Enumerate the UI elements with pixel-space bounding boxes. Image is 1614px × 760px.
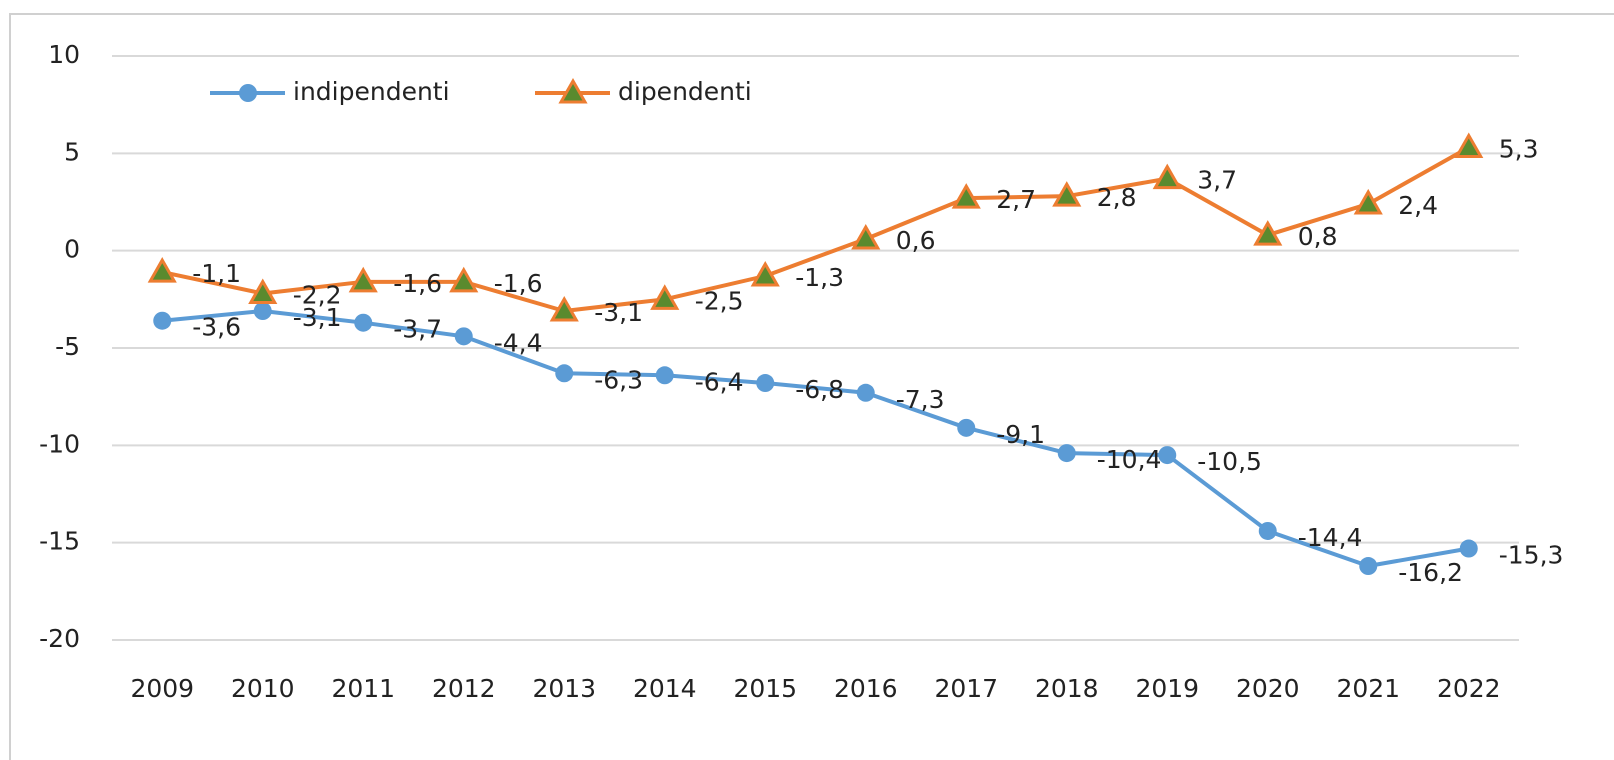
- data-point: [1353, 188, 1383, 215]
- data-point: [655, 366, 674, 385]
- data-point: [650, 284, 680, 310]
- data-label: -3,7: [393, 315, 442, 344]
- data-point: [449, 266, 479, 293]
- x-tick-label: 2014: [633, 674, 697, 703]
- data-label: -9,1: [996, 420, 1045, 449]
- data-point: [253, 302, 272, 321]
- data-label: -1,1: [192, 259, 241, 288]
- series-line: [161, 145, 1470, 314]
- data-point: [1454, 132, 1484, 158]
- data-point: [957, 418, 976, 437]
- y-tick-label: -15: [39, 527, 80, 556]
- data-label: -2,5: [695, 286, 744, 315]
- data-label: -6,3: [594, 365, 643, 394]
- x-tick-label: 2016: [834, 674, 898, 703]
- data-point: [750, 260, 780, 287]
- data-label: -15,3: [1499, 541, 1564, 570]
- data-point: [1258, 521, 1277, 540]
- data-point: [1057, 444, 1076, 463]
- y-tick-label: 5: [64, 137, 80, 166]
- x-tick-label: 2018: [1035, 674, 1099, 703]
- x-tick-label: 2017: [934, 674, 998, 703]
- data-label: -14,4: [1298, 523, 1363, 552]
- data-label: 2,8: [1097, 183, 1137, 212]
- data-point: [951, 183, 981, 209]
- x-tick-label: 2020: [1236, 674, 1300, 703]
- data-point: [1152, 163, 1182, 190]
- legend-label: dipendenti: [618, 77, 752, 106]
- data-point: [856, 383, 875, 402]
- data-point: [147, 257, 177, 283]
- data-point: [1253, 220, 1283, 246]
- data-label: 2,4: [1398, 191, 1438, 220]
- series-line: [162, 309, 1470, 569]
- x-tick-label: 2013: [532, 674, 596, 703]
- legend-marker: [239, 84, 257, 102]
- x-tick-label: 2015: [733, 674, 797, 703]
- data-label: -7,3: [896, 385, 945, 414]
- x-tick-label: 2011: [331, 674, 395, 703]
- data-label: 0,6: [896, 226, 936, 255]
- x-tick-label: 2019: [1135, 674, 1199, 703]
- y-tick-label: 10: [48, 40, 80, 69]
- data-label: 5,3: [1499, 134, 1539, 163]
- data-label: -4,4: [494, 328, 543, 357]
- data-label: -10,5: [1197, 447, 1262, 476]
- data-label: 0,8: [1298, 222, 1338, 251]
- data-label: -10,4: [1097, 445, 1162, 474]
- data-label: 2,7: [996, 185, 1036, 214]
- x-tick-label: 2009: [130, 674, 194, 703]
- data-point: [1158, 446, 1177, 465]
- data-label: -2,2: [293, 280, 342, 309]
- data-point: [851, 223, 881, 250]
- x-tick-label: 2022: [1437, 674, 1501, 703]
- y-tick-label: -20: [39, 624, 80, 653]
- data-label: -3,1: [594, 298, 643, 327]
- data-point: [348, 266, 378, 293]
- data-label: 3,7: [1197, 166, 1237, 195]
- x-tick-label: 2021: [1336, 674, 1400, 703]
- legend-label: indipendenti: [293, 77, 450, 106]
- data-point: [549, 295, 579, 322]
- y-tick-label: -5: [55, 332, 80, 361]
- data-label: -6,4: [695, 367, 744, 396]
- data-point: [248, 278, 278, 304]
- data-point: [1052, 181, 1082, 207]
- data-point: [1459, 539, 1478, 558]
- y-tick-label: 0: [64, 235, 80, 264]
- data-label: -6,8: [795, 375, 844, 404]
- data-point: [555, 364, 574, 383]
- data-label: -3,1: [293, 303, 342, 332]
- chart-frame: [9, 13, 1614, 760]
- legend-marker: [558, 77, 588, 104]
- data-label: -1,3: [795, 263, 844, 292]
- data-label: -1,6: [393, 269, 442, 298]
- data-point: [756, 374, 775, 393]
- data-label: -16,2: [1398, 558, 1463, 587]
- data-point: [1359, 557, 1378, 576]
- data-point: [454, 327, 473, 346]
- data-label: -1,6: [494, 269, 543, 298]
- y-tick-label: -10: [39, 429, 80, 458]
- data-label: -3,6: [192, 313, 241, 342]
- data-point: [354, 313, 373, 332]
- data-point: [153, 311, 172, 330]
- x-tick-label: 2012: [432, 674, 496, 703]
- x-tick-label: 2010: [231, 674, 295, 703]
